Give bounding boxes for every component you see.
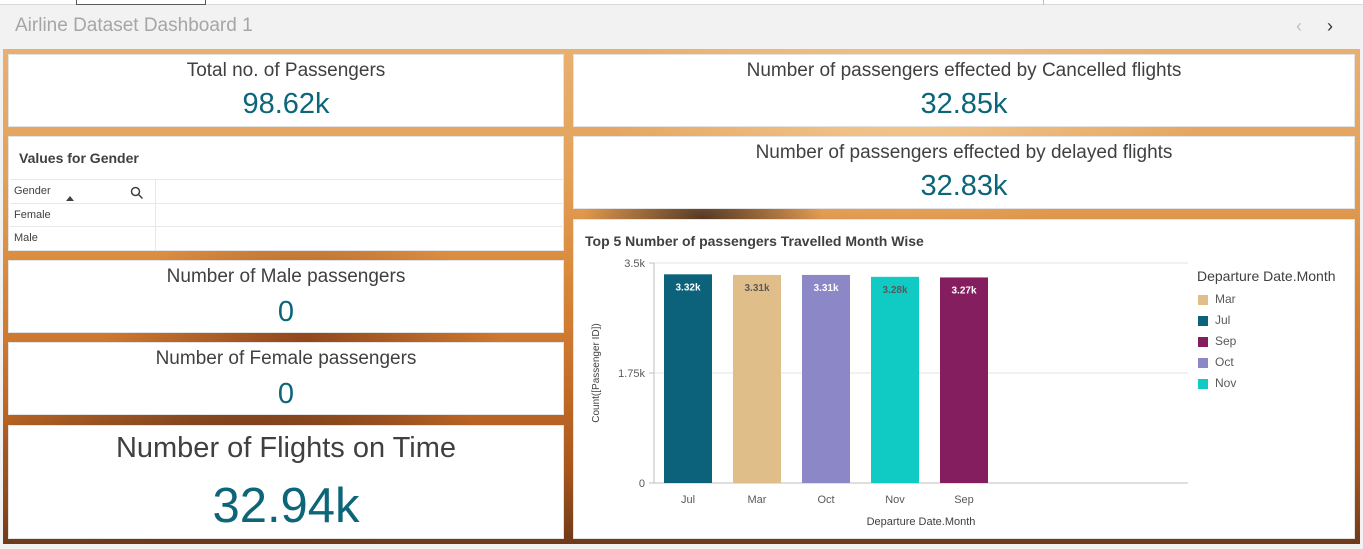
- data-label: 3.32k: [675, 282, 700, 293]
- legend-label: Oct: [1215, 355, 1234, 369]
- legend-title: Departure Date.Month: [1197, 268, 1336, 284]
- legend-swatch: [1198, 337, 1208, 347]
- kpi-value: 32.94k: [212, 479, 360, 533]
- sheet-header: Airline Dataset Dashboard 1 ‹ ›: [0, 5, 1363, 49]
- active-tab-marker[interactable]: [76, 0, 206, 5]
- legend-label: Mar: [1215, 292, 1236, 306]
- bar: [940, 277, 988, 483]
- top-tab-strip: [0, 0, 1363, 5]
- kpi-value: 0: [277, 378, 295, 410]
- legend-swatch: [1198, 295, 1208, 305]
- data-label: 3.27k: [951, 285, 976, 296]
- kpi-flights-on-time[interactable]: Number of Flights on Time 32.94k: [8, 425, 564, 539]
- legend-item-nov[interactable]: Nov: [1197, 375, 1357, 396]
- x-axis-title: Departure Date.Month: [867, 516, 976, 528]
- filter-table: Gender Female Male: [10, 179, 564, 251]
- kpi-label: Number of Female passengers: [155, 348, 417, 369]
- kpi-female-passengers[interactable]: Number of Female passengers 0: [8, 342, 564, 415]
- y-axis-title: Count([Passenger ID]): [591, 323, 602, 423]
- search-icon[interactable]: [130, 186, 144, 200]
- kpi-label: Number of passengers effected by delayed…: [755, 142, 1173, 163]
- bar-chart: 0 1.75k 3.5k 3.32k Jul 3.31k Mar 3.31k Oct 3.28k N…: [591, 258, 1188, 528]
- x-tick-label: Sep: [954, 494, 974, 506]
- kpi-cancelled-flights[interactable]: Number of passengers effected by Cancell…: [573, 54, 1355, 127]
- kpi-delayed-flights[interactable]: Number of passengers effected by delayed…: [573, 136, 1355, 209]
- bar: [871, 276, 919, 483]
- legend-swatch: [1198, 379, 1208, 389]
- sort-ascending-icon[interactable]: [66, 196, 74, 201]
- column-divider: [155, 204, 156, 228]
- list-item[interactable]: Female: [10, 203, 564, 228]
- column-divider: [155, 227, 156, 251]
- data-label: 3.31k: [744, 283, 769, 294]
- x-tick-label: Jul: [681, 494, 695, 506]
- kpi-label: Total no. of Passengers: [186, 60, 386, 81]
- list-item-label: Female: [14, 209, 51, 221]
- sheet-title: Airline Dataset Dashboard 1: [15, 15, 253, 36]
- legend-item-sep[interactable]: Sep: [1197, 333, 1357, 354]
- bar: [802, 274, 850, 483]
- chevron-left-icon[interactable]: ‹: [1296, 16, 1302, 36]
- chevron-right-icon[interactable]: ›: [1327, 16, 1333, 36]
- kpi-label: Number of Male passengers: [166, 266, 406, 287]
- kpi-label: Number of Flights on Time: [115, 432, 457, 464]
- column-header: Gender: [14, 185, 51, 197]
- kpi-value: 32.85k: [920, 88, 1008, 120]
- y-tick-label: 1.75k: [618, 368, 645, 380]
- legend-label: Nov: [1215, 376, 1237, 390]
- bar: [733, 274, 781, 483]
- kpi-value: 0: [277, 296, 295, 328]
- x-tick-label: Nov: [885, 494, 905, 506]
- bar-chart-card: Top 5 Number of passengers Travelled Mon…: [573, 219, 1355, 539]
- kpi-male-passengers[interactable]: Number of Male passengers 0: [8, 260, 564, 333]
- legend-item-mar[interactable]: Mar: [1197, 291, 1357, 312]
- legend-label: Sep: [1215, 334, 1237, 348]
- column-divider: [155, 180, 156, 204]
- kpi-value: 32.83k: [920, 170, 1008, 202]
- x-tick-label: Oct: [817, 494, 834, 506]
- list-item-label: Male: [14, 232, 38, 244]
- bottom-strip: [0, 544, 1363, 549]
- kpi-total-passengers[interactable]: Total no. of Passengers 98.62k: [8, 54, 564, 127]
- chart-title: Top 5 Number of passengers Travelled Mon…: [585, 233, 924, 249]
- kpi-label: Number of passengers effected by Cancell…: [746, 60, 1182, 81]
- chart-legend: Departure Date.Month Mar Jul Sep Oct Nov: [1197, 268, 1357, 396]
- data-label: 3.31k: [813, 283, 838, 294]
- gender-filter-pane: Values for Gender Gender Female Male: [8, 136, 564, 251]
- x-tick-label: Mar: [748, 494, 767, 506]
- legend-item-oct[interactable]: Oct: [1197, 354, 1357, 375]
- kpi-value: 98.62k: [242, 88, 330, 120]
- data-label: 3.28k: [882, 285, 907, 296]
- filter-header-row[interactable]: Gender: [10, 179, 564, 204]
- legend-item-jul[interactable]: Jul: [1197, 312, 1357, 333]
- tab-divider: [1043, 0, 1044, 5]
- legend-swatch: [1198, 358, 1208, 368]
- list-item[interactable]: Male: [10, 226, 564, 251]
- filter-title: Values for Gender: [19, 150, 139, 166]
- y-tick-label: 3.5k: [624, 258, 645, 270]
- legend-swatch: [1198, 316, 1208, 326]
- bar: [664, 274, 712, 483]
- legend-label: Jul: [1215, 313, 1231, 327]
- y-tick-label: 0: [639, 478, 645, 490]
